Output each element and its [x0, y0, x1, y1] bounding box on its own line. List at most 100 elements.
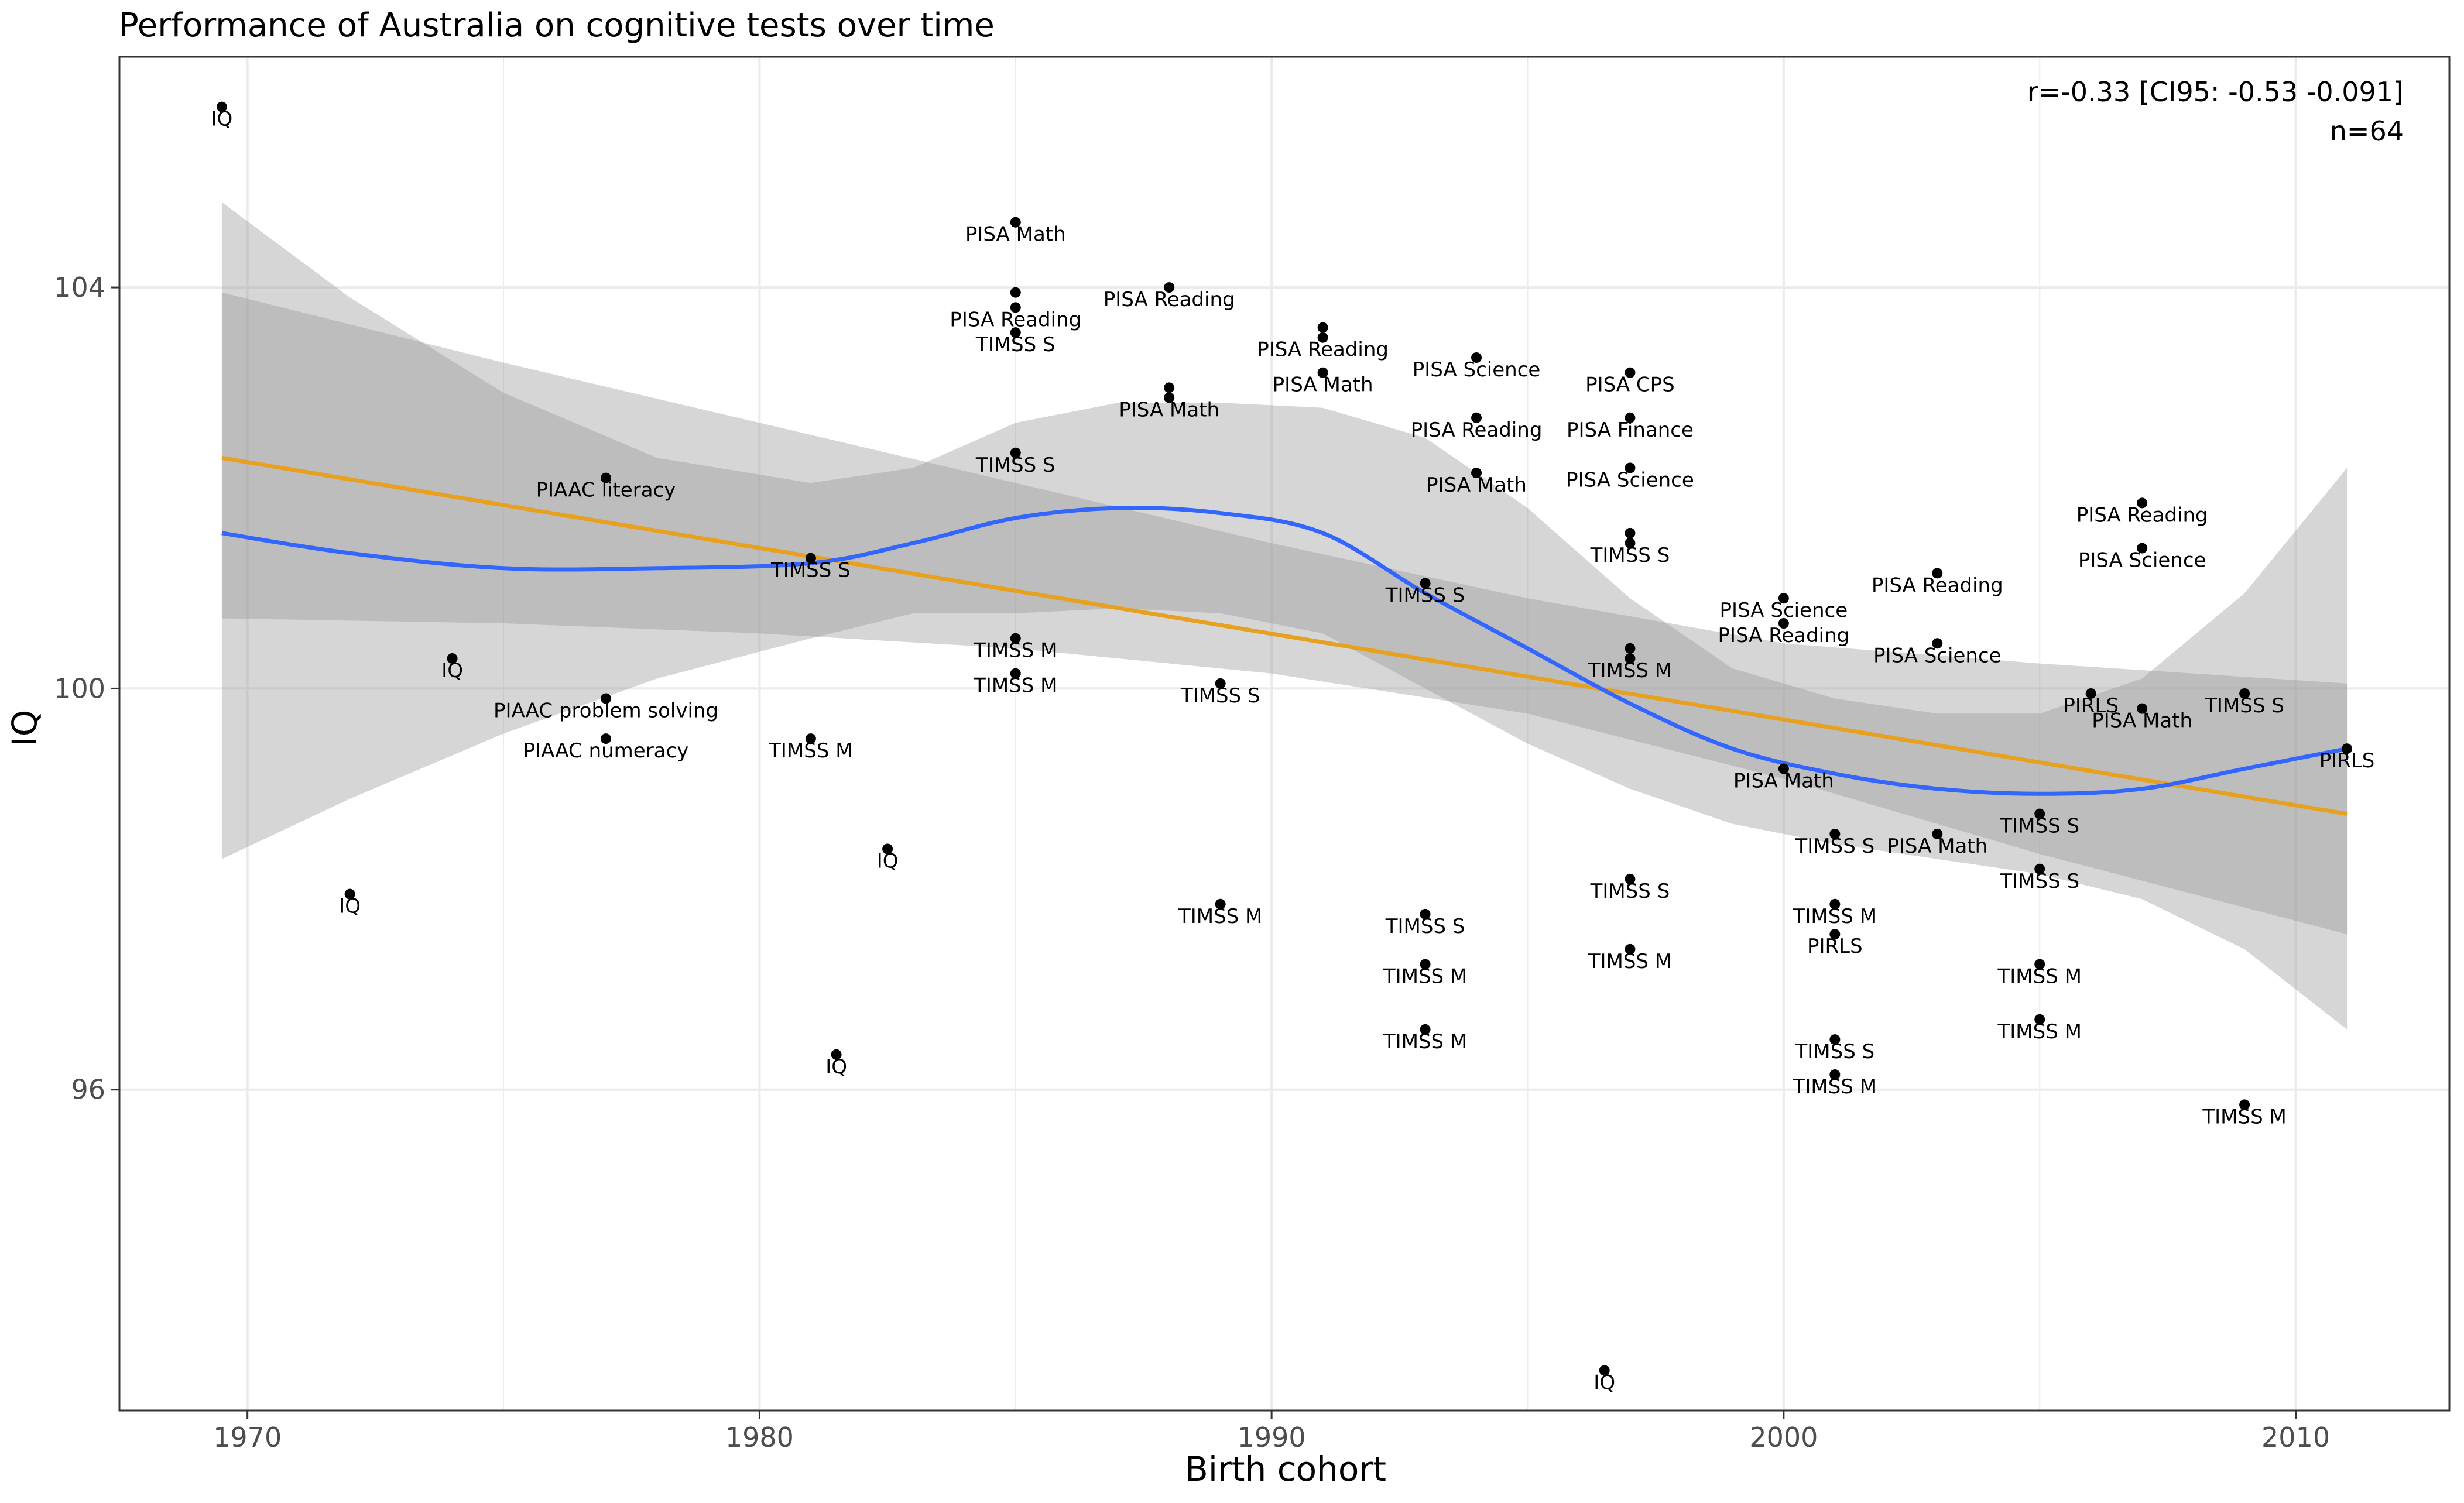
- point-label: TIMSS M: [1588, 659, 1672, 682]
- point-label: TIMSS M: [2202, 1105, 2286, 1128]
- data-point: [1625, 643, 1636, 654]
- point-label: PISA Reading: [2076, 503, 2208, 527]
- point-label: PISA Science: [1720, 599, 1848, 622]
- data-point: [1010, 287, 1021, 298]
- point-label: TIMSS S: [1385, 584, 1465, 608]
- point-label: TIMSS S: [1999, 815, 2079, 838]
- point-label: PIRLS: [2063, 694, 2119, 718]
- chart-title: Performance of Australia on cognitive te…: [119, 6, 995, 44]
- point-label: TIMSS S: [1794, 1040, 1874, 1063]
- point-label: PIRLS: [2319, 749, 2375, 773]
- data-point: [600, 733, 611, 744]
- point-label: TIMSS S: [1794, 835, 1874, 858]
- point-label: PIAAC problem solving: [494, 699, 718, 723]
- data-point: [600, 693, 611, 704]
- data-point: [1215, 678, 1226, 689]
- data-point: [1625, 873, 1636, 884]
- x-tick-label: 1980: [725, 1422, 794, 1453]
- point-label: PISA Math: [1887, 835, 1987, 858]
- point-label: PIAAC numeracy: [523, 739, 689, 763]
- data-point: [1471, 468, 1482, 479]
- point-label: PISA Math: [2092, 709, 2192, 733]
- data-point: [1420, 578, 1431, 589]
- linear-confidence-band: [221, 292, 2348, 935]
- point-label: TIMSS S: [1180, 684, 1260, 708]
- confidence-ribbons: [221, 202, 2348, 1030]
- grid-lines: [119, 57, 2449, 1411]
- data-point: [1778, 593, 1789, 604]
- data-point: [1164, 382, 1175, 393]
- point-label: IQ: [1593, 1371, 1615, 1394]
- point-label: PISA CPS: [1585, 373, 1675, 397]
- y-tick-label: 104: [54, 272, 105, 303]
- point-label: TIMSS M: [1997, 1020, 2082, 1044]
- point-label: TIMSS M: [973, 639, 1057, 663]
- point-label: TIMSS M: [768, 739, 852, 763]
- point-label: TIMSS M: [1997, 965, 2082, 989]
- data-point: [1317, 332, 1328, 343]
- data-point: [882, 843, 893, 855]
- point-label: TIMSS S: [770, 559, 851, 582]
- point-label: IQ: [339, 895, 361, 918]
- data-point: [2239, 1099, 2250, 1110]
- point-label: PISA Reading: [1411, 418, 1543, 442]
- point-label: TIMSS M: [1793, 1075, 1877, 1099]
- data-point: [1778, 763, 1789, 774]
- data-point: [1932, 568, 1943, 579]
- data-point: [2239, 688, 2250, 699]
- data-point: [831, 1049, 842, 1060]
- data-point: [1829, 828, 1841, 839]
- data-point: [2137, 543, 2148, 554]
- data-point: [1829, 898, 1841, 910]
- data-point: [1829, 1069, 1841, 1080]
- point-label: TIMSS S: [975, 333, 1055, 356]
- panel-border: [118, 56, 2451, 1412]
- data-point: [805, 733, 816, 744]
- point-label: IQ: [877, 850, 899, 873]
- data-points: [216, 101, 2353, 1376]
- y-axis-title: IQ: [5, 710, 44, 747]
- x-axis-ticks: 1970 1980 1990 2000 2010: [213, 1411, 2330, 1453]
- data-point: [1829, 1034, 1841, 1045]
- point-label: TIMSS M: [1383, 1030, 1467, 1054]
- x-tick-label: 2010: [2261, 1422, 2330, 1453]
- correlation-annotation: r=-0.33 [CI95: -0.53 -0.091]: [2027, 76, 2404, 108]
- point-label: PISA Math: [965, 223, 1066, 246]
- data-point: [1164, 392, 1175, 403]
- data-point: [1317, 322, 1328, 333]
- point-label: PISA Reading: [1104, 288, 1235, 311]
- data-point: [1625, 527, 1636, 538]
- data-point: [2034, 959, 2045, 970]
- data-point: [1010, 302, 1021, 313]
- data-point: [1625, 367, 1636, 378]
- data-point: [447, 653, 458, 664]
- data-point: [1420, 959, 1431, 970]
- linear-fit-line: [221, 455, 2348, 816]
- loess-fit-curve: [221, 506, 2348, 796]
- point-label: PIRLS: [1807, 935, 1863, 958]
- data-point: [1599, 1365, 1610, 1376]
- data-point: [1625, 653, 1636, 664]
- data-point: [1625, 462, 1636, 473]
- point-label: PISA Reading: [1718, 624, 1849, 647]
- y-tick-label: 100: [54, 672, 105, 704]
- y-tick-label: 96: [71, 1074, 105, 1106]
- data-point: [1215, 898, 1226, 910]
- sample-size-annotation: n=64: [2330, 115, 2404, 147]
- point-label: TIMSS S: [2204, 694, 2284, 718]
- data-point: [1010, 217, 1021, 228]
- data-point: [1420, 1024, 1431, 1035]
- data-point: [1829, 929, 1841, 940]
- point-label: TIMSS S: [1385, 915, 1465, 938]
- data-point: [1625, 943, 1636, 955]
- x-tick-label: 1990: [1238, 1422, 1306, 1453]
- point-label: IQ: [211, 108, 233, 131]
- data-point: [1010, 633, 1021, 644]
- point-label: TIMSS S: [1590, 880, 1670, 903]
- data-point: [1420, 908, 1431, 919]
- data-point: [1778, 618, 1789, 629]
- data-point: [2342, 743, 2353, 754]
- data-point: [2137, 497, 2148, 509]
- point-label: TIMSS M: [1793, 905, 1877, 928]
- data-point: [1010, 668, 1021, 679]
